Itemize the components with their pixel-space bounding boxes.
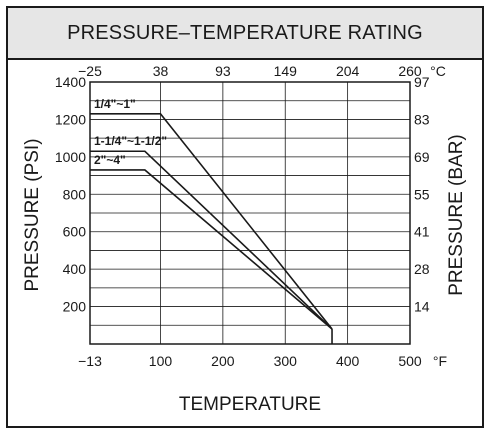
y2-tick-label: 83 (414, 111, 430, 127)
y-tick-label: 600 (63, 224, 87, 240)
x-tick-label: 200 (211, 353, 235, 369)
y2-tick-label: 69 (414, 149, 430, 165)
y-tick-label: 1200 (55, 111, 86, 127)
x-tick-label: 500 (398, 353, 422, 369)
y2-tick-label: 28 (414, 261, 430, 277)
y-tick-label: 1000 (55, 149, 86, 165)
x2-tick-label: 38 (153, 63, 169, 79)
y2-axis-title: PRESSURE (BAR) (446, 134, 467, 296)
x-tick-label: −13 (78, 353, 102, 369)
y-axis-title: PRESSURE (PSI) (22, 138, 43, 291)
x-unit-label: °F (433, 353, 447, 369)
series-line-2 (90, 150, 333, 330)
y-tick-label: 1400 (55, 74, 86, 90)
x2-tick-label: 260 (398, 63, 422, 79)
x2-tick-label: 93 (215, 63, 231, 79)
y-tick-label: 200 (63, 299, 87, 315)
title-bar: PRESSURE–TEMPERATURE RATING (8, 8, 482, 60)
x2-unit-label: °C (430, 63, 446, 79)
x-tick-label: 100 (149, 353, 173, 369)
y2-tick-label: 97 (414, 74, 430, 90)
y2-tick-label: 55 (414, 186, 430, 202)
series-label-1: 1/4"~1" (94, 97, 136, 111)
x2-tick-label: 149 (274, 63, 298, 79)
y-tick-label: 800 (63, 186, 87, 202)
y-tick-label: 400 (63, 261, 87, 277)
x2-tick-label: 204 (336, 63, 360, 79)
x2-tick-label: −25 (78, 63, 102, 79)
x-axis-title: TEMPERATURE (179, 394, 321, 415)
x-tick-label: 400 (336, 353, 360, 369)
series-line-1 (90, 113, 333, 330)
chart-title: PRESSURE–TEMPERATURE RATING (67, 21, 423, 44)
series-label-3: 2"~4" (94, 153, 126, 167)
y2-tick-label: 14 (414, 299, 430, 315)
x-tick-label: 300 (274, 353, 298, 369)
series-label-2: 1-1/4"~1-1/2" (94, 134, 167, 148)
y2-tick-label: 41 (414, 224, 430, 240)
series-line-3 (90, 169, 333, 330)
